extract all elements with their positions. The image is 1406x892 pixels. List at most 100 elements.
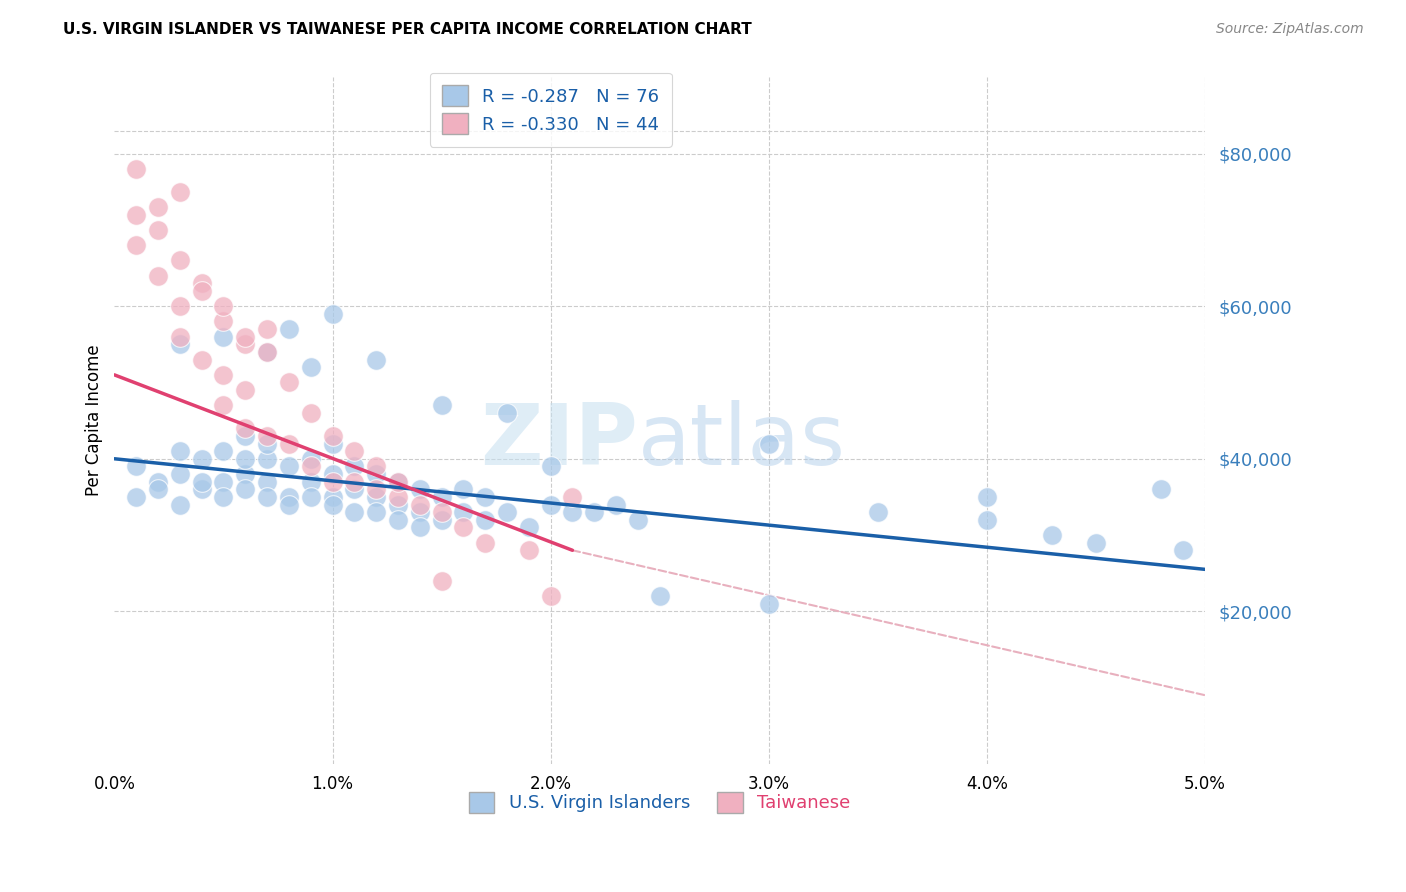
Point (277, 376, 299, 390)
Legend: U.S. Virgin Islanders, Taiwanese: U.S. Virgin Islanders, Taiwanese (458, 780, 860, 823)
Point (233, 467, 256, 481)
Point (233, 383, 256, 397)
Point (976, 513, 998, 527)
Point (212, 314, 235, 328)
Point (299, 360, 322, 375)
Point (605, 498, 627, 512)
Point (169, 498, 191, 512)
Point (321, 467, 343, 481)
Point (169, 337, 191, 351)
Point (125, 459, 148, 474)
Point (430, 505, 453, 519)
Point (474, 535, 496, 549)
Point (233, 451, 256, 466)
Point (233, 330, 256, 344)
Point (256, 345, 278, 359)
Point (299, 490, 322, 504)
Point (561, 505, 583, 519)
Point (430, 574, 453, 588)
Text: Source: ZipAtlas.com: Source: ZipAtlas.com (1216, 22, 1364, 37)
Point (146, 483, 169, 497)
Point (1084, 535, 1107, 549)
Point (299, 451, 322, 466)
Point (430, 490, 453, 504)
Point (366, 459, 388, 474)
Point (343, 444, 366, 458)
Point (212, 444, 235, 458)
Point (212, 330, 235, 344)
Point (190, 284, 212, 298)
Point (299, 459, 322, 474)
Point (474, 513, 496, 527)
Point (758, 597, 780, 611)
Point (409, 483, 432, 497)
Point (169, 253, 191, 268)
Point (474, 490, 496, 504)
Point (343, 475, 366, 489)
Point (409, 520, 432, 534)
Point (409, 498, 432, 512)
Point (540, 459, 562, 474)
Point (146, 200, 169, 214)
Point (125, 161, 148, 176)
Point (233, 429, 256, 443)
Text: atlas: atlas (638, 400, 846, 483)
Point (256, 322, 278, 336)
Point (409, 505, 432, 519)
Point (366, 352, 388, 367)
Point (321, 490, 343, 504)
Point (212, 398, 235, 412)
Point (343, 505, 366, 519)
Y-axis label: Per Capita Income: Per Capita Income (86, 345, 103, 497)
Point (212, 299, 235, 313)
Point (758, 436, 780, 450)
Point (496, 505, 519, 519)
Point (169, 185, 191, 199)
Point (256, 490, 278, 504)
Point (277, 490, 299, 504)
Point (256, 451, 278, 466)
Point (453, 505, 475, 519)
Point (169, 330, 191, 344)
Point (366, 490, 388, 504)
Point (561, 490, 583, 504)
Text: ZIP: ZIP (479, 400, 638, 483)
Point (1171, 543, 1194, 558)
Point (190, 352, 212, 367)
Point (366, 483, 388, 497)
Point (387, 475, 409, 489)
Point (976, 490, 998, 504)
Point (1150, 483, 1173, 497)
Point (233, 421, 256, 435)
Point (366, 505, 388, 519)
Point (277, 459, 299, 474)
Point (648, 589, 671, 603)
Point (169, 299, 191, 313)
Point (299, 406, 322, 420)
Point (496, 406, 519, 420)
Point (125, 208, 148, 222)
Point (212, 475, 235, 489)
Point (517, 543, 540, 558)
Point (430, 513, 453, 527)
Point (169, 467, 191, 481)
Point (277, 322, 299, 336)
Point (453, 483, 475, 497)
Point (321, 498, 343, 512)
Point (321, 436, 343, 450)
Point (366, 467, 388, 481)
Point (190, 483, 212, 497)
Point (387, 498, 409, 512)
Point (125, 490, 148, 504)
Point (343, 483, 366, 497)
Point (540, 589, 562, 603)
Point (146, 223, 169, 237)
Point (146, 475, 169, 489)
Point (190, 451, 212, 466)
Point (299, 475, 322, 489)
Point (387, 475, 409, 489)
Point (453, 520, 475, 534)
Point (256, 436, 278, 450)
Point (212, 490, 235, 504)
Point (387, 513, 409, 527)
